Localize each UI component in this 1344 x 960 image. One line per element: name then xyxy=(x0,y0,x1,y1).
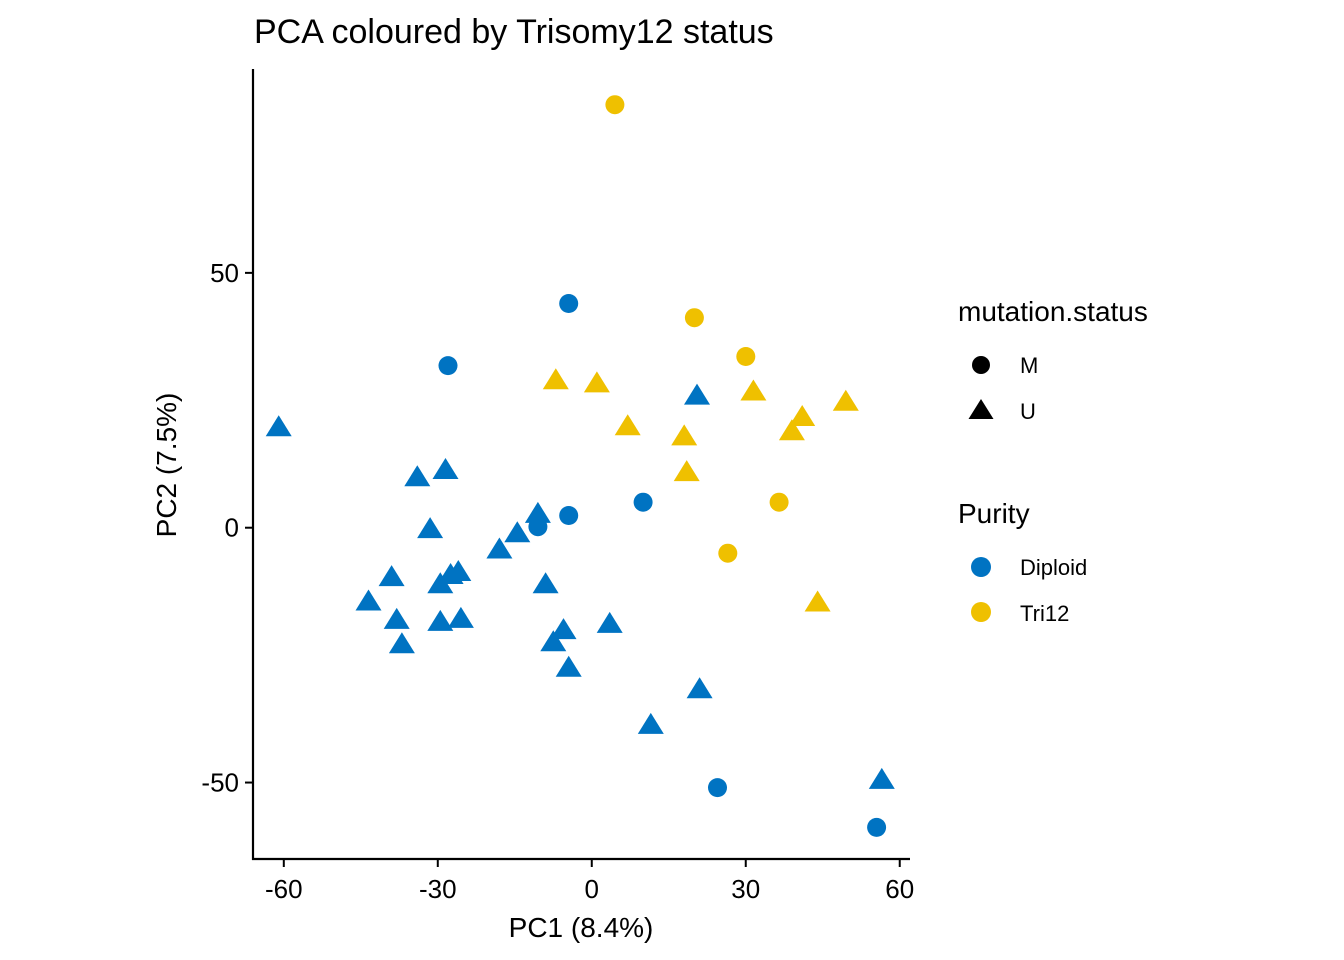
data-point-tri12-u-36 xyxy=(583,371,610,393)
data-point-tri12-u-41 xyxy=(778,419,805,441)
data-point-tri12-u-43 xyxy=(832,389,859,411)
y-tick-label: 0 xyxy=(225,513,239,543)
data-point-diploid-u-12 xyxy=(355,589,382,611)
data-point-diploid-u-14 xyxy=(388,632,415,654)
data-point-diploid-u-24 xyxy=(596,611,623,633)
data-point-tri12-m-33 xyxy=(684,308,704,328)
data-point-tri12-m-45 xyxy=(718,543,738,563)
data-point-diploid-u-22 xyxy=(540,630,567,652)
data-point-diploid-m-25 xyxy=(633,492,653,512)
x-tick-label: -60 xyxy=(265,874,303,904)
data-point-tri12-m-32 xyxy=(605,95,625,115)
data-point-diploid-u-23 xyxy=(555,655,582,677)
x-tick-label: 30 xyxy=(731,874,760,904)
data-point-tri12-u-39 xyxy=(671,424,698,446)
legend-color-label-tri12: Tri12 xyxy=(1020,601,1069,626)
legend: mutation.status M U Purity Diploid Tri12 xyxy=(958,296,1148,626)
data-point-diploid-u-21 xyxy=(550,618,577,640)
data-point-diploid-u-28 xyxy=(637,712,664,734)
data-point-diploid-u-4 xyxy=(432,458,459,479)
data-point-diploid-u-19 xyxy=(447,606,474,628)
data-point-tri12-u-37 xyxy=(740,379,767,401)
data-point-diploid-u-18 xyxy=(427,609,454,631)
legend-shape-label-u: U xyxy=(1020,399,1036,424)
legend-shape-label-m: M xyxy=(1020,353,1038,378)
y-tick-label: -50 xyxy=(201,768,239,798)
x-tick-label: 0 xyxy=(585,874,599,904)
legend-tri12-dot xyxy=(971,602,991,622)
data-point-tri12-u-46 xyxy=(804,590,831,612)
legend-color-label-diploid: Diploid xyxy=(1020,555,1087,580)
x-tick-label: -30 xyxy=(419,874,457,904)
data-point-diploid-u-10 xyxy=(486,537,513,559)
x-axis-label: PC1 (8.4%) xyxy=(509,912,654,943)
data-point-diploid-u-3 xyxy=(404,465,431,487)
data-point-tri12-u-40 xyxy=(673,460,700,482)
data-point-diploid-u-20 xyxy=(532,572,559,594)
data-point-tri12-m-44 xyxy=(769,492,789,512)
y-tick-label: 50 xyxy=(210,258,239,288)
data-point-diploid-u-17 xyxy=(445,560,472,581)
data-point-diploid-m-2 xyxy=(559,294,579,313)
data-point-diploid-u-27 xyxy=(686,677,713,699)
data-point-diploid-m-8 xyxy=(559,506,579,525)
data-point-diploid-m-31 xyxy=(867,817,887,837)
data-point-diploid-u-26 xyxy=(684,383,710,405)
data-point-diploid-u-13 xyxy=(383,607,410,629)
data-point-tri12-u-38 xyxy=(614,414,641,436)
x-tick-label: 60 xyxy=(885,874,914,904)
legend-shape-title: mutation.status xyxy=(958,296,1148,327)
data-point-diploid-u-9 xyxy=(504,521,531,543)
data-point-tri12-u-35 xyxy=(542,368,569,390)
y-axis-label: PC2 (7.5%) xyxy=(151,393,182,538)
data-point-diploid-u-30 xyxy=(868,767,895,789)
legend-diploid-dot xyxy=(971,557,991,577)
data-point-diploid-u-11 xyxy=(378,565,405,587)
data-point-diploid-m-29 xyxy=(708,778,727,798)
data-point-diploid-m-7 xyxy=(528,517,548,537)
legend-triangle-icon xyxy=(968,399,994,419)
y-axis-ticks: 50 0 -50 xyxy=(201,258,253,798)
x-axis-ticks: -60 -30 0 30 60 xyxy=(265,859,914,904)
legend-color-title: Purity xyxy=(958,498,1030,529)
data-point-diploid-u-5 xyxy=(417,517,444,539)
plot-area xyxy=(265,95,895,837)
data-point-tri12-m-34 xyxy=(736,347,756,366)
data-point-diploid-u-6 xyxy=(524,501,551,523)
data-point-diploid-u-0 xyxy=(265,415,292,437)
legend-circle-icon xyxy=(972,356,990,374)
data-point-diploid-m-1 xyxy=(438,356,458,376)
data-point-tri12-u-42 xyxy=(789,405,816,426)
chart-title: PCA coloured by Trisomy12 status xyxy=(254,13,774,51)
